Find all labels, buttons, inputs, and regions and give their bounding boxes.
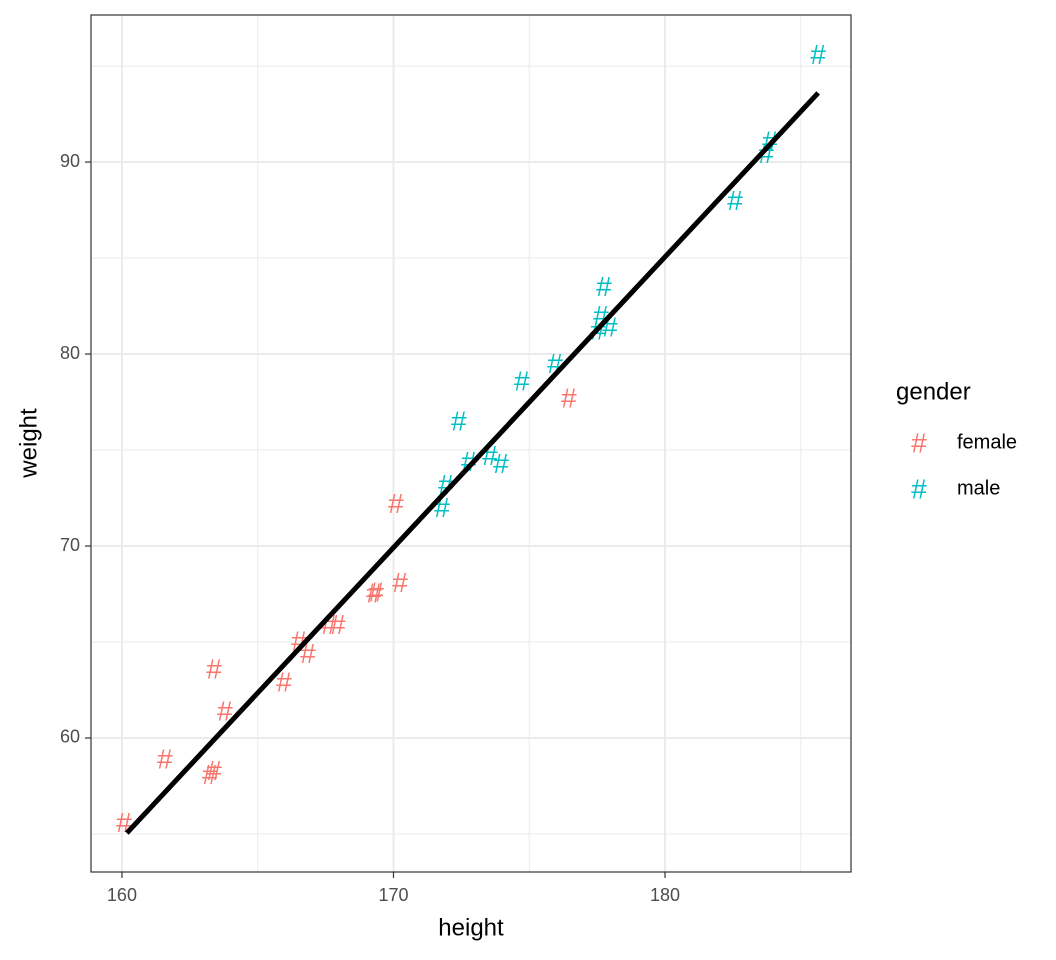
x-tick-label: 160 [107, 885, 137, 905]
point: # [727, 185, 743, 216]
point: # [321, 609, 337, 640]
point: # [561, 383, 577, 414]
y-tick-label: 80 [60, 343, 80, 363]
legend-title: gender [896, 378, 971, 405]
point: # [451, 406, 467, 437]
point: # [514, 365, 530, 396]
panel-border [90, 14, 852, 873]
point: # [366, 577, 382, 608]
point: # [202, 759, 218, 790]
point: # [206, 653, 222, 684]
point: # [157, 744, 173, 775]
legend-label: male [957, 477, 1000, 499]
point: # [388, 488, 404, 519]
point: # [291, 625, 307, 656]
point: # [596, 271, 612, 302]
fit-line [125, 91, 820, 835]
y-axis-title: weight [15, 408, 42, 479]
x-tick-label: 180 [650, 885, 680, 905]
y-tick-label: 70 [60, 535, 80, 555]
y-tick-label: 60 [60, 727, 80, 747]
point: # [368, 576, 384, 607]
point: # [276, 667, 292, 698]
y-tick-label: 90 [60, 151, 80, 171]
legend-key: # [911, 473, 927, 504]
point: # [392, 567, 408, 598]
point: # [810, 39, 826, 70]
point: # [493, 448, 509, 479]
point: # [330, 609, 346, 640]
x-axis-title: height [438, 914, 504, 941]
legend-label: female [957, 431, 1017, 453]
point: # [217, 696, 233, 727]
point: # [206, 755, 222, 786]
x-tick-label: 170 [378, 885, 408, 905]
legend-key: # [911, 427, 927, 458]
